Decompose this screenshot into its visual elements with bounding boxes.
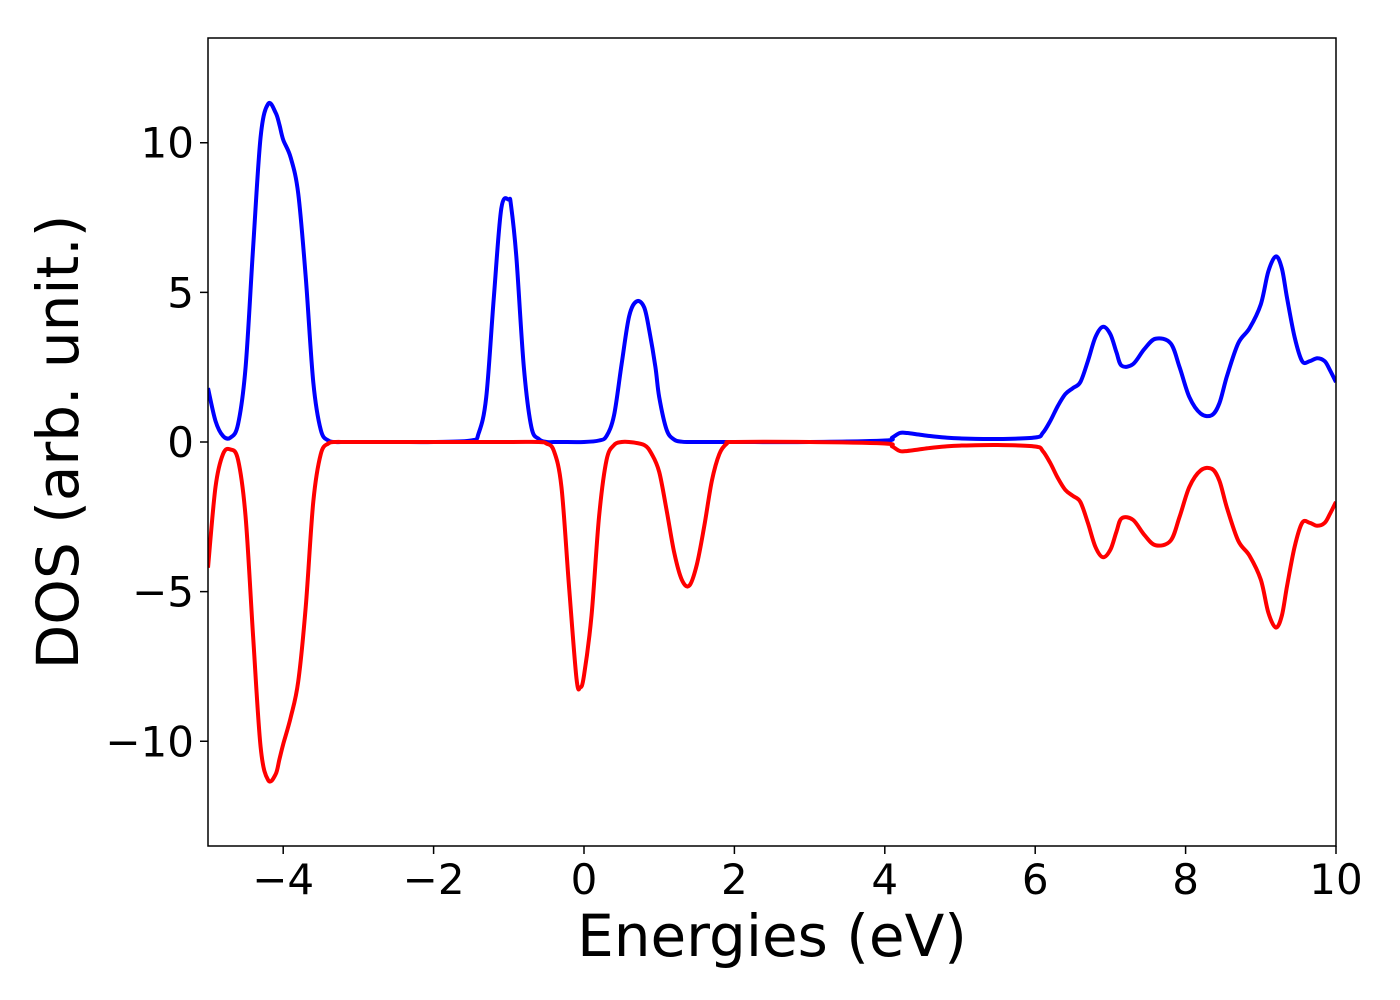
- y-axis-title: DOS (arb. unit.): [24, 215, 92, 670]
- x-tick-label: 2: [721, 855, 748, 904]
- x-axis: −4 −2 0 2 4 6 8 10: [252, 846, 1363, 904]
- x-tick-label: −4: [252, 855, 314, 904]
- x-tick-label: 4: [871, 855, 898, 904]
- series-layer: [208, 100, 1336, 784]
- series-line-spin-down: [208, 439, 1336, 784]
- x-tick-label: 0: [571, 855, 598, 904]
- x-tick-label: 6: [1022, 855, 1049, 904]
- x-tick-label: −2: [403, 855, 465, 904]
- y-tick-label: −10: [105, 717, 194, 766]
- y-tick-label: 0: [167, 418, 194, 467]
- series-line-spin-up: [208, 100, 1336, 445]
- x-tick-label: 10: [1309, 855, 1362, 904]
- x-axis-title: Energies (eV): [577, 902, 967, 970]
- y-tick-label: 10: [141, 119, 194, 168]
- y-axis: −10 −5 0 5 10: [105, 119, 208, 766]
- y-tick-label: 5: [167, 268, 194, 317]
- y-tick-label: −5: [132, 568, 194, 617]
- x-tick-label: 8: [1172, 855, 1199, 904]
